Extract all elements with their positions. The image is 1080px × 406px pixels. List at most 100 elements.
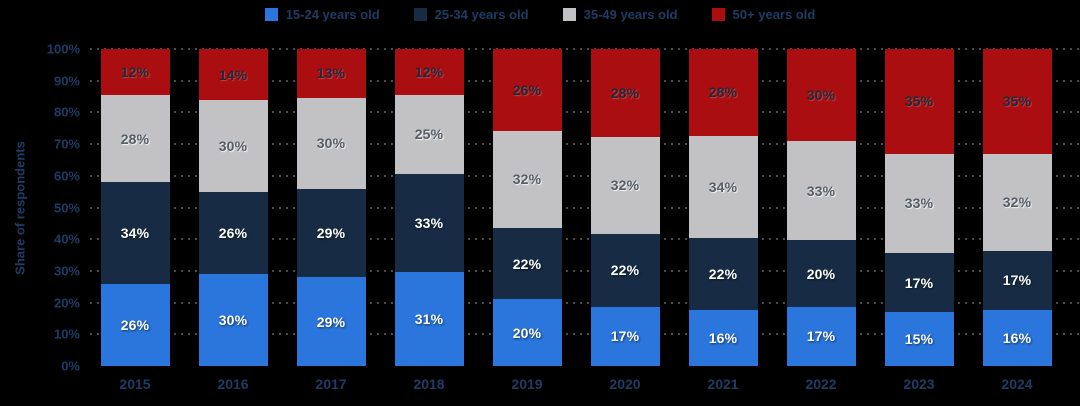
y-tick-label: 60%: [53, 168, 80, 184]
y-axis-ticks: 0% 10% 20% 30% 40% 50% 60% 70% 80% 90% 100%: [0, 42, 80, 374]
bar-segment: 13%: [296, 49, 366, 98]
bar-value-label: 32%: [610, 177, 640, 194]
bar-2019: 20% 22% 32% 26%: [492, 49, 562, 366]
bar-value-label: 34%: [708, 178, 738, 195]
x-axis-labels: 2015 2016 2017 2018 2019 2020 2021 2022 2023 2024: [90, 376, 1080, 396]
bar-value-label: 16%: [1002, 329, 1032, 346]
bar-segment: 22%: [492, 227, 562, 300]
bar-segment: 30%: [296, 97, 366, 189]
x-axis-label: 2016: [217, 376, 249, 392]
bar-value-label: 14%: [218, 66, 248, 83]
bar-value-label: 17%: [1002, 272, 1032, 288]
x-axis-label: 2021: [707, 376, 739, 392]
bar-value-label: 33%: [806, 182, 836, 199]
bar-value-label: 17%: [610, 328, 640, 345]
bar-segment: 17%: [884, 253, 954, 313]
bar-value-label: 35%: [904, 93, 934, 110]
gridline: [90, 48, 1080, 50]
legend-item-35-49: 35-49 years old: [562, 7, 678, 22]
bar-value-label: 22%: [512, 255, 542, 272]
bar-segment: 30%: [198, 274, 268, 366]
bar-value-label: 22%: [708, 265, 738, 282]
bar-2017: 29% 29% 30% 13%: [296, 49, 366, 366]
bar-2018: 31% 33% 25% 12%: [394, 49, 464, 366]
bar-segment: 17%: [590, 306, 660, 366]
gridline: [90, 143, 1080, 146]
bar-segment: 31%: [394, 272, 464, 366]
legend-label: 15-24 years old: [285, 7, 380, 22]
bar-2020: 17% 22% 32% 28%: [590, 49, 660, 366]
y-tick-label: 30%: [53, 263, 80, 279]
gridline: [90, 301, 1080, 304]
bar-value-label: 15%: [904, 331, 934, 348]
bar-value-label: 26%: [218, 225, 248, 242]
x-axis-label: 2019: [511, 376, 543, 392]
bar-value-label: 30%: [316, 135, 346, 152]
bar-value-label: 22%: [610, 262, 640, 279]
bar-segment: 35%: [884, 49, 954, 154]
bar-value-label: 33%: [414, 215, 444, 232]
bar-segment: 28%: [100, 95, 170, 183]
bar-segment: 29%: [296, 277, 366, 366]
bar-value-label: 33%: [904, 195, 934, 212]
bar-segment: 30%: [786, 49, 856, 141]
bar-segment: 26%: [198, 192, 268, 275]
bar-value-label: 30%: [218, 138, 248, 155]
bar-segment: 33%: [884, 153, 954, 254]
legend: 15-24 years old 25-34 years old 35-49 ye…: [0, 7, 1080, 22]
legend-swatch-50plus-icon: [711, 8, 725, 21]
legend-swatch-15-24-icon: [264, 8, 278, 21]
bar-value-label: 32%: [1002, 194, 1032, 211]
gridline: [90, 333, 1080, 336]
bar-segment: 20%: [492, 299, 562, 366]
bar-segment: 35%: [982, 49, 1052, 154]
bar-value-label: 20%: [512, 324, 542, 341]
bar-2015: 26% 34% 28% 12%: [100, 49, 170, 366]
bar-value-label: 32%: [512, 171, 542, 188]
y-tick-label: 100%: [46, 41, 80, 57]
bar-segment: 17%: [786, 306, 856, 366]
gridline: [90, 206, 1080, 209]
bar-2024: 16% 17% 32% 35%: [982, 49, 1052, 366]
y-tick-label: 20%: [53, 295, 80, 311]
bar-value-label: 20%: [806, 265, 836, 282]
legend-item-25-34: 25-34 years old: [413, 7, 529, 22]
gridline: [90, 238, 1080, 241]
bar-value-label: 16%: [708, 329, 738, 346]
gridline: [90, 174, 1080, 177]
bar-segment: 26%: [100, 284, 170, 366]
bar-segment: 28%: [688, 49, 758, 136]
bar-value-label: 17%: [904, 274, 934, 291]
bar-value-label: 25%: [414, 126, 444, 143]
bar-segment: 20%: [786, 240, 856, 307]
bar-segment: 14%: [198, 48, 268, 101]
x-axis-label: 2017: [315, 376, 347, 392]
bar-segment: 29%: [296, 188, 366, 278]
bar-value-label: 26%: [512, 81, 542, 98]
bar-segment: 22%: [590, 234, 660, 307]
x-axis-label: 2022: [805, 376, 837, 392]
bar-value-label: 30%: [806, 86, 836, 103]
bar-value-label: 13%: [316, 65, 346, 82]
bar-segment: 28%: [590, 49, 660, 137]
bar-value-label: 30%: [218, 312, 248, 329]
legend-label: 25-34 years old: [434, 7, 529, 22]
legend-swatch-35-49-icon: [562, 8, 576, 21]
bar-segment: 12%: [394, 49, 464, 96]
bar-segment: 32%: [590, 136, 660, 235]
bar-segment: 34%: [688, 135, 758, 238]
legend-item-15-24: 15-24 years old: [264, 7, 380, 22]
bar-value-label: 35%: [1002, 93, 1032, 110]
bar-2021: 16% 22% 34% 28%: [688, 49, 758, 366]
bar-2016: 30% 26% 30% 14%: [198, 48, 268, 366]
legend-item-50plus: 50+ years old: [711, 7, 815, 22]
bar-value-label: 29%: [316, 225, 346, 242]
y-tick-label: 40%: [53, 231, 80, 247]
bar-value-label: 34%: [120, 225, 150, 242]
bar-segment: 17%: [982, 250, 1052, 310]
x-axis-label: 2018: [413, 376, 445, 392]
gridline: [90, 111, 1080, 114]
bar-2022: 17% 20% 33% 30%: [786, 49, 856, 366]
y-tick-label: 10%: [53, 326, 80, 342]
bar-segment: 26%: [492, 49, 562, 131]
